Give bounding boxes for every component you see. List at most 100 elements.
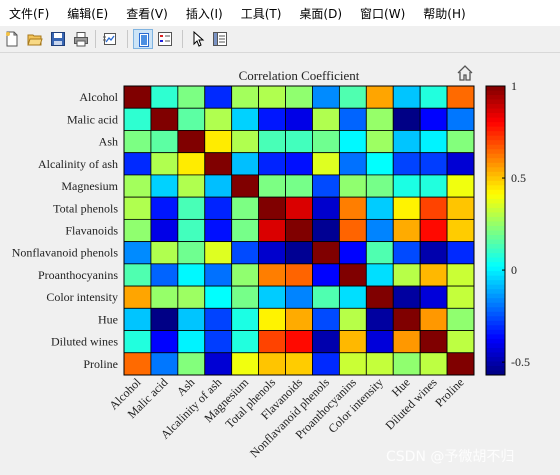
- colorbar-swatch: [486, 158, 505, 164]
- heatmap-cell: [150, 307, 179, 331]
- menu-item-5[interactable]: 桌面(D): [299, 6, 343, 21]
- heatmap-cell: [204, 196, 233, 220]
- heatmap-cell: [123, 330, 152, 354]
- heatmap-cell: [365, 285, 394, 309]
- heatmap-cell: [419, 196, 448, 220]
- heatmap-cell: [258, 330, 286, 354]
- colorbar-swatch: [486, 289, 505, 295]
- print-button[interactable]: [71, 29, 91, 49]
- colorbar-swatch: [486, 126, 505, 132]
- heatmap-cell: [365, 130, 394, 154]
- watermark-text: CSDN @予微胡不归: [386, 449, 515, 465]
- heatmap-cell: [312, 130, 340, 154]
- heatmap-cell: [338, 85, 367, 109]
- open-file-button[interactable]: [25, 29, 45, 49]
- heatmap-cell: [258, 307, 286, 331]
- heatmap-cell: [285, 107, 313, 131]
- heatmap-cell: [285, 196, 313, 220]
- heatmap-cell: [123, 218, 152, 243]
- edit-plot-button[interactable]: [188, 29, 208, 49]
- heatmap-cell: [285, 352, 313, 376]
- menu-item-6[interactable]: 窗口(W): [360, 6, 406, 21]
- colorbar-swatch: [486, 185, 505, 191]
- colorbar-swatch: [486, 320, 505, 326]
- heatmap-cell: [204, 263, 233, 287]
- heatmap-cell: [338, 330, 367, 354]
- heatmap-cell: [392, 241, 421, 265]
- colorbar-swatch: [486, 153, 505, 159]
- heatmap-cell: [204, 107, 233, 131]
- heatmap-cell: [123, 285, 152, 309]
- colorbar-tick-label: 0.5: [511, 171, 526, 185]
- heatmap-cell: [204, 352, 233, 376]
- y-tick-label: Nonflavanoid phenols: [12, 246, 119, 260]
- heatmap-cell: [177, 307, 206, 331]
- colorbar-swatch: [486, 365, 505, 371]
- colorbar-swatch: [486, 239, 505, 245]
- heatmap-cell: [258, 285, 286, 309]
- heatmap-cell: [312, 196, 340, 220]
- colorbar-swatch: [486, 352, 505, 358]
- colorbar-swatch: [486, 248, 505, 254]
- heatmap-cell: [392, 307, 421, 331]
- colorbar-swatch: [486, 221, 505, 227]
- colorbar-swatch: [486, 216, 505, 222]
- heatmap-cell: [365, 330, 394, 354]
- heatmap-cell: [446, 241, 475, 265]
- heatmap-cell: [312, 85, 340, 109]
- heatmap-cell: [150, 174, 179, 198]
- colorbar-swatch: [486, 329, 505, 335]
- menu-item-2[interactable]: 查看(V): [126, 6, 168, 21]
- heatmap-cell: [365, 196, 394, 220]
- link-figure-button[interactable]: [100, 29, 120, 49]
- colorbar-swatch: [486, 86, 505, 91]
- heatmap-cell: [150, 241, 179, 265]
- menu-item-1[interactable]: 编辑(E): [67, 6, 109, 21]
- heatmap-cell: [150, 107, 179, 131]
- chart-title: Correlation Coefficient: [239, 68, 360, 83]
- heatmap-cell: [204, 174, 233, 198]
- colorbar-tick-label: -0.5: [511, 355, 530, 369]
- heatmap-cell: [231, 285, 260, 309]
- heatmap-cell: [392, 152, 421, 176]
- heatmap-cell: [177, 107, 206, 131]
- menu-item-7[interactable]: 帮助(H): [423, 6, 466, 21]
- heatmap-cell: [150, 218, 179, 243]
- heatmap-cell: [338, 174, 367, 198]
- heatmap-cell: [177, 196, 206, 220]
- home-icon[interactable]: [457, 65, 473, 81]
- heatmap-cell: [231, 107, 260, 131]
- heatmap-cell: [231, 330, 260, 354]
- colorbar-swatch: [486, 198, 505, 204]
- heatmap-cell: [285, 218, 313, 243]
- heatmap-cell: [365, 85, 394, 109]
- heatmap-cell: [231, 174, 260, 198]
- heatmap-cell: [338, 352, 367, 376]
- y-tick-label: Flavanoids: [65, 224, 118, 238]
- heatmap-cell: [258, 196, 286, 220]
- colorbar-swatch: [486, 140, 505, 146]
- colorbar-swatch: [486, 122, 505, 128]
- heatmap-cell: [392, 196, 421, 220]
- heatmap-cell: [177, 330, 206, 354]
- menu-item-3[interactable]: 插入(I): [185, 6, 223, 21]
- colorbar-swatch: [486, 225, 505, 231]
- heatmap-cell: [285, 85, 313, 109]
- heatmap-cell: [231, 307, 260, 331]
- heatmap-cell: [446, 218, 475, 243]
- heatmap-cell: [150, 196, 179, 220]
- heatmap-cell: [419, 174, 448, 198]
- toolbar-separator: [182, 30, 183, 48]
- property-inspector-button[interactable]: [210, 29, 230, 49]
- save-button[interactable]: [48, 29, 68, 49]
- new-figure-button[interactable]: [2, 29, 22, 49]
- menu-item-4[interactable]: 工具(T): [240, 6, 282, 21]
- insert-legend-button[interactable]: [155, 29, 175, 49]
- heatmap-cell: [338, 263, 367, 287]
- hide-plot-tools-button[interactable]: [133, 29, 153, 49]
- heatmap-cell: [204, 241, 233, 265]
- menu-item-0[interactable]: 文件(F): [9, 6, 50, 21]
- toolbar-separator: [95, 30, 96, 48]
- heatmap-cell: [285, 307, 313, 331]
- heatmap-cell: [258, 352, 286, 376]
